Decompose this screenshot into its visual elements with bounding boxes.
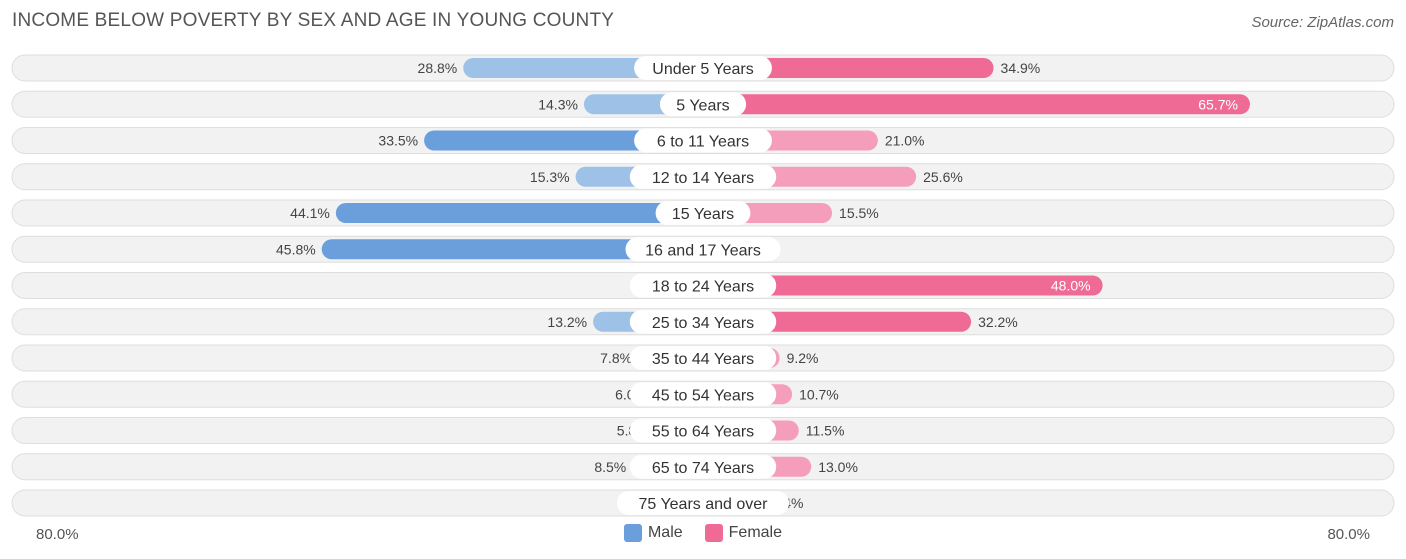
female-value-label: 10.7% (799, 386, 839, 402)
female-value-label: 32.2% (978, 314, 1018, 330)
category-pill (634, 128, 772, 153)
category-label: Under 5 Years (652, 61, 753, 78)
female-value-label: 65.7% (1198, 96, 1238, 112)
category-label: 25 to 34 Years (652, 315, 754, 332)
source-label: Source: ZipAtlas.com (1251, 14, 1394, 31)
female-value-label: 9.2% (787, 350, 819, 366)
female-bar (703, 275, 1103, 296)
male-value-label: 28.8% (418, 60, 458, 76)
category-label: 6 to 11 Years (657, 134, 749, 151)
male-value-label: 15.3% (530, 169, 570, 185)
female-value-label: 13.0% (818, 459, 858, 475)
legend-label-female: Female (728, 524, 783, 541)
category-pill (629, 454, 777, 479)
category-label: 12 to 14 Years (652, 170, 754, 187)
female-value-label: 15.5% (839, 205, 879, 221)
female-value-label: 48.0% (1051, 278, 1091, 294)
female-value-label: 34.9% (1001, 60, 1041, 76)
category-label: 16 and 17 Years (645, 242, 761, 259)
chart-title: INCOME BELOW POVERTY BY SEX AND AGE IN Y… (12, 10, 615, 31)
category-pill (659, 92, 747, 117)
category-pill (634, 56, 772, 80)
female-value-label: 25.6% (923, 169, 963, 185)
legend: Male Female (0, 524, 1406, 542)
female-value-label: 21.0% (885, 133, 925, 149)
female-bar (703, 58, 994, 78)
category-pill (629, 382, 777, 407)
axis-left-label: 80.0% (36, 526, 79, 543)
category-pill (629, 273, 777, 298)
male-value-label: 45.8% (276, 241, 316, 257)
legend-item-female: Female (704, 524, 783, 542)
legend-label-male: Male (647, 524, 683, 541)
female-value-label: 11.5% (806, 423, 845, 439)
category-label: 15 Years (672, 206, 734, 223)
axis-right-label: 80.0% (1327, 526, 1370, 543)
male-value-label: 44.1% (290, 205, 330, 221)
category-label: 5 Years (676, 97, 729, 114)
category-pill (629, 418, 777, 443)
category-pill (629, 164, 777, 189)
legend-swatch-female (704, 524, 723, 542)
male-value-label: 13.2% (547, 314, 587, 330)
legend-swatch-male (623, 524, 642, 542)
female-bar (703, 94, 1250, 115)
category-pill (629, 346, 777, 370)
chart-canvas: 28.8% 34.9% Under 5 Years 14.3% 65.7% 5 Years… (11, 54, 1395, 517)
category-label: 35 to 44 Years (652, 351, 754, 368)
male-value-label: 7.8% (600, 350, 632, 366)
category-label: 75 Years and over (639, 496, 769, 513)
category-pill (616, 491, 790, 515)
category-pill (625, 237, 781, 262)
male-value-label: 8.5% (594, 459, 626, 475)
male-bar (335, 203, 703, 223)
male-value-label: 14.3% (538, 96, 578, 112)
category-pill (655, 201, 751, 225)
male-bar (321, 239, 703, 260)
category-pill (629, 309, 777, 334)
male-value-label: 33.5% (378, 133, 418, 149)
category-label: 18 to 24 Years (652, 279, 754, 296)
category-label: 45 to 54 Years (652, 387, 754, 404)
category-label: 55 to 64 Years (652, 424, 754, 441)
category-label: 65 to 74 Years (652, 460, 754, 477)
legend-item-male: Male (623, 524, 683, 542)
male-bar (424, 130, 703, 151)
